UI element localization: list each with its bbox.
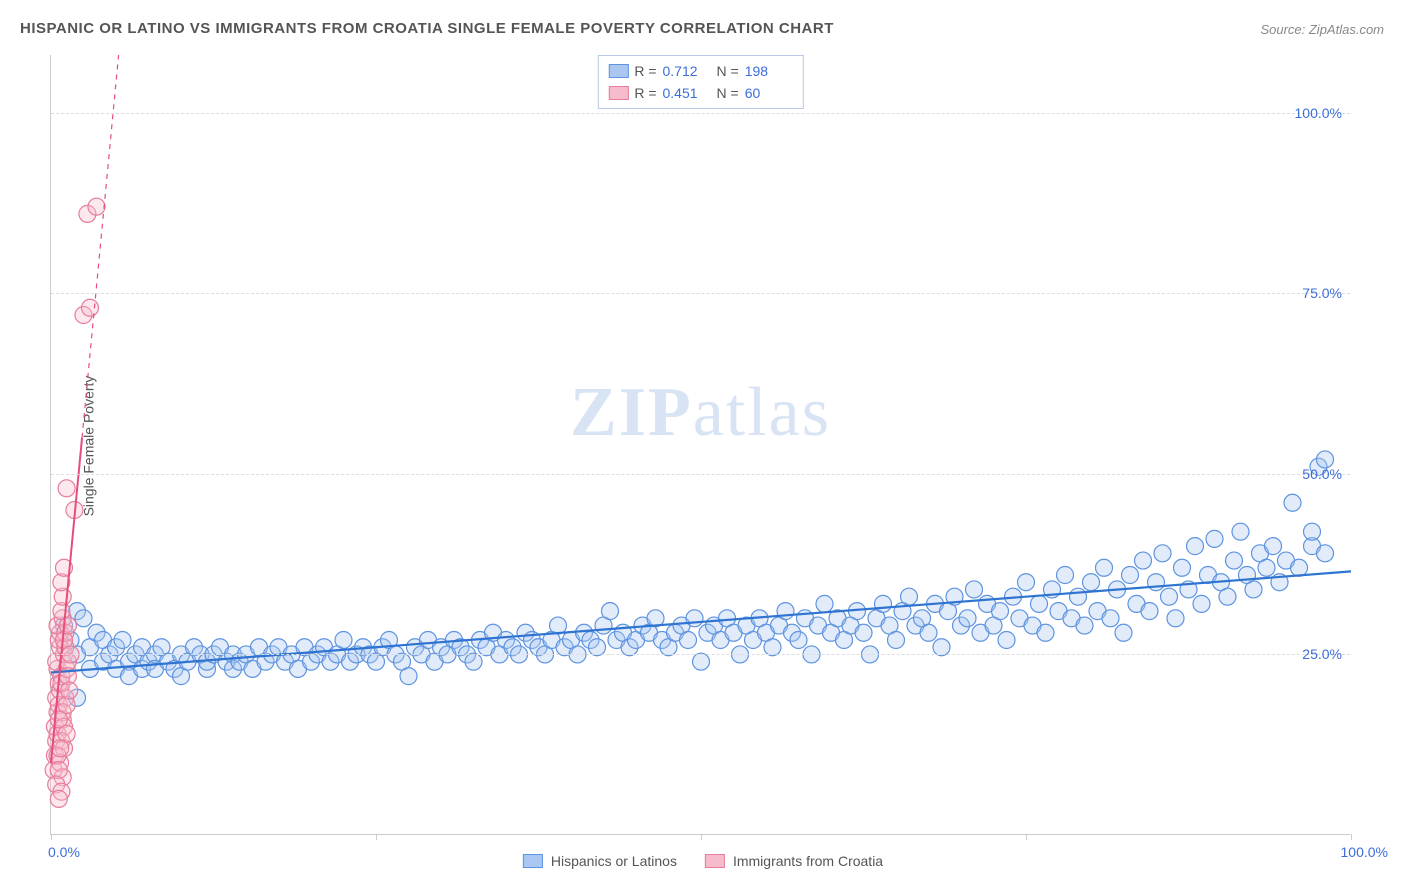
x-axis-min-label: 0.0% <box>48 844 80 860</box>
chart-area: ZIPatlas R = 0.712 N = 198 R = 0.451 N =… <box>50 55 1350 835</box>
scatter-plot-svg <box>51 55 1350 834</box>
y-tick-label: 75.0% <box>1302 285 1342 301</box>
y-tick-label: 50.0% <box>1302 466 1342 482</box>
gridline <box>51 474 1350 475</box>
legend-item-pink: Immigrants from Croatia <box>705 853 883 869</box>
legend-label-blue: Hispanics or Latinos <box>551 853 677 869</box>
legend-item-blue: Hispanics or Latinos <box>523 853 677 869</box>
swatch-blue <box>523 854 543 868</box>
x-tick <box>1351 834 1352 840</box>
x-axis-max-label: 100.0% <box>1341 844 1388 860</box>
legend-series: Hispanics or Latinos Immigrants from Cro… <box>523 841 883 880</box>
chart-title: HISPANIC OR LATINO VS IMMIGRANTS FROM CR… <box>20 20 834 37</box>
swatch-pink <box>705 854 725 868</box>
source-label: Source: ZipAtlas.com <box>1260 22 1384 37</box>
x-tick <box>376 834 377 840</box>
y-tick-label: 25.0% <box>1302 646 1342 662</box>
gridline <box>51 293 1350 294</box>
x-tick <box>51 834 52 840</box>
x-tick <box>1026 834 1027 840</box>
legend-label-pink: Immigrants from Croatia <box>733 853 883 869</box>
gridline <box>51 654 1350 655</box>
gridline <box>51 113 1350 114</box>
y-tick-label: 100.0% <box>1295 105 1342 121</box>
x-tick <box>701 834 702 840</box>
